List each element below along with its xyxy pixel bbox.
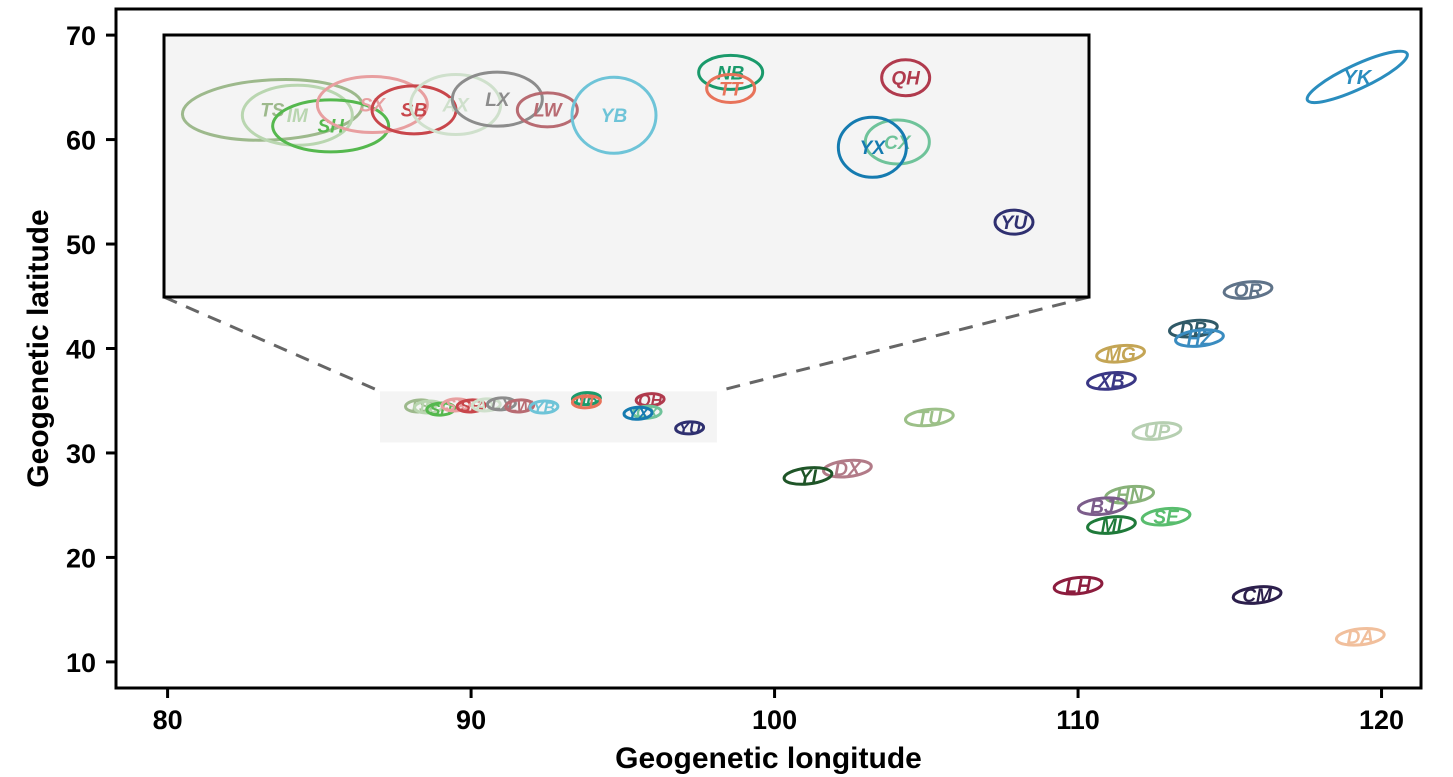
point-ellipse-da (1334, 626, 1386, 647)
region-point-label-sb: SB (460, 399, 482, 416)
point-label-mg: MG (1105, 345, 1136, 366)
y-axis: 10 20 30 40 50 60 70 (66, 21, 116, 678)
x-tick-label: 120 (1359, 705, 1404, 735)
point-label-hz: HZ (1187, 329, 1214, 350)
point-ellipse-xb (1086, 371, 1137, 391)
point-ellipse-or (1222, 280, 1274, 300)
point-ellipse-mi (1086, 515, 1137, 535)
region-point-ellipse-lw (504, 398, 536, 414)
inset-point-ellipse-sh (271, 98, 391, 154)
inset-point-label-cx: CX (884, 133, 912, 154)
region-point-label-lw: LW (508, 399, 534, 416)
region-point-ellipse-sh (425, 401, 457, 417)
inset-point-label-ts: TS (260, 101, 285, 122)
inset-point-ellipse-ax (409, 73, 503, 137)
zoom-line-right (716, 295, 1090, 393)
point-label-tu: TU (917, 408, 944, 429)
point-label-or: OR (1234, 281, 1263, 302)
inset-point-label-sb: SB (401, 101, 428, 122)
point-ellipse-dx (822, 458, 873, 479)
point-ellipse-tu (903, 407, 955, 428)
inset-point-label-yb: YB (601, 106, 628, 127)
point-ellipse-mg (1095, 343, 1146, 364)
inset-point-ellipse-lw (515, 91, 579, 129)
region-point-label-yb: YB (533, 400, 555, 417)
inset-point-ellipse-lx (450, 70, 544, 128)
point-label-up: UP (1144, 422, 1171, 443)
point-label-dx: DX (834, 459, 862, 480)
y-tick-label: 20 (66, 543, 96, 573)
zoom-line-left (163, 295, 381, 393)
point-label-se: SE (1153, 508, 1180, 529)
x-tick-label: 90 (456, 705, 486, 735)
y-tick-label: 50 (66, 230, 96, 260)
point-label-cm: CM (1242, 586, 1273, 607)
region-point-label-tt: TT (577, 395, 598, 412)
point-label-bj: BJ (1090, 497, 1115, 518)
point-label-xb: XB (1097, 372, 1125, 393)
inset-point-label-yx: YX (860, 138, 887, 159)
inset-point-label-yu: YU (1001, 213, 1029, 234)
inset-point-ellipse-im (240, 83, 354, 147)
y-tick-label: 40 (66, 335, 96, 365)
inset-point-ellipse-yu (993, 208, 1035, 236)
point-ellipse-lh (1052, 575, 1104, 596)
inset-point-label-qh: QH (891, 69, 921, 90)
point-ellipse-db (1168, 318, 1219, 339)
point-label-yi: YI (799, 467, 818, 488)
region-point-ellipse-yx (622, 405, 654, 421)
inset-point-ellipse-nb (697, 53, 765, 91)
inset-point-ellipse-yb (570, 75, 658, 155)
region-point-ellipse-sx (440, 397, 472, 413)
region-point-ellipse-ax (470, 397, 502, 413)
inset-point-label-lw: LW (533, 101, 564, 122)
point-ellipse-up (1131, 421, 1183, 441)
x-axis: 80 90 100 110 120 (153, 688, 1404, 735)
region-point-label-yu: YU (678, 421, 701, 438)
point-label-yk: YK (1343, 67, 1372, 89)
y-tick-label: 60 (66, 126, 96, 156)
inset-point-label-lx: LX (485, 90, 511, 111)
inset-point-ellipse-sx (315, 75, 429, 135)
y-tick-label: 10 (66, 648, 96, 678)
point-ellipse-yk (1305, 49, 1409, 105)
zoom-lines-layer (163, 295, 1090, 393)
point-label-da: DA (1347, 628, 1374, 649)
point-label-mi: MI (1101, 516, 1123, 537)
inset-point-ellipse-cx (863, 118, 931, 166)
y-tick-label: 30 (66, 439, 96, 469)
region-point-ellipse-tt (570, 394, 602, 410)
x-tick-label: 80 (153, 705, 183, 735)
region-point-label-sh: SH (430, 402, 453, 419)
x-axis-title: Geogenetic longitude (615, 742, 922, 775)
inset-point-label-ax: AX (441, 95, 470, 116)
point-ellipse-se (1140, 506, 1192, 527)
inset-point-ellipse-tt (705, 72, 757, 104)
y-axis-title: Geogenetic latitude (22, 209, 55, 487)
point-ellipse-cm (1231, 585, 1283, 605)
inset-point-label-tt: TT (719, 79, 744, 100)
inset-point-label-im: IM (287, 106, 309, 127)
inset-frame (162, 33, 1091, 299)
region-point-ellipse-lx (485, 396, 517, 412)
point-label-hn: HN (1116, 486, 1145, 507)
point-ellipse-bj (1076, 496, 1128, 517)
x-tick-label: 110 (1056, 705, 1100, 735)
x-tick-label: 100 (752, 705, 797, 735)
region-point-ellipse-sb (455, 398, 487, 414)
y-tick-label: 70 (66, 21, 96, 51)
point-ellipse-yi (782, 466, 834, 486)
region-point-label-yx: YX (627, 406, 650, 423)
inset-point-label-sh: SH (317, 117, 345, 138)
region-point-ellipse-yb (528, 399, 560, 415)
point-label-lh: LH (1065, 576, 1092, 597)
point-ellipse-hz (1174, 328, 1225, 348)
inset-point-ellipse-qh (880, 58, 932, 98)
inset-point-ellipse-yx (836, 115, 908, 179)
region-point-ellipse-yu (674, 420, 706, 436)
